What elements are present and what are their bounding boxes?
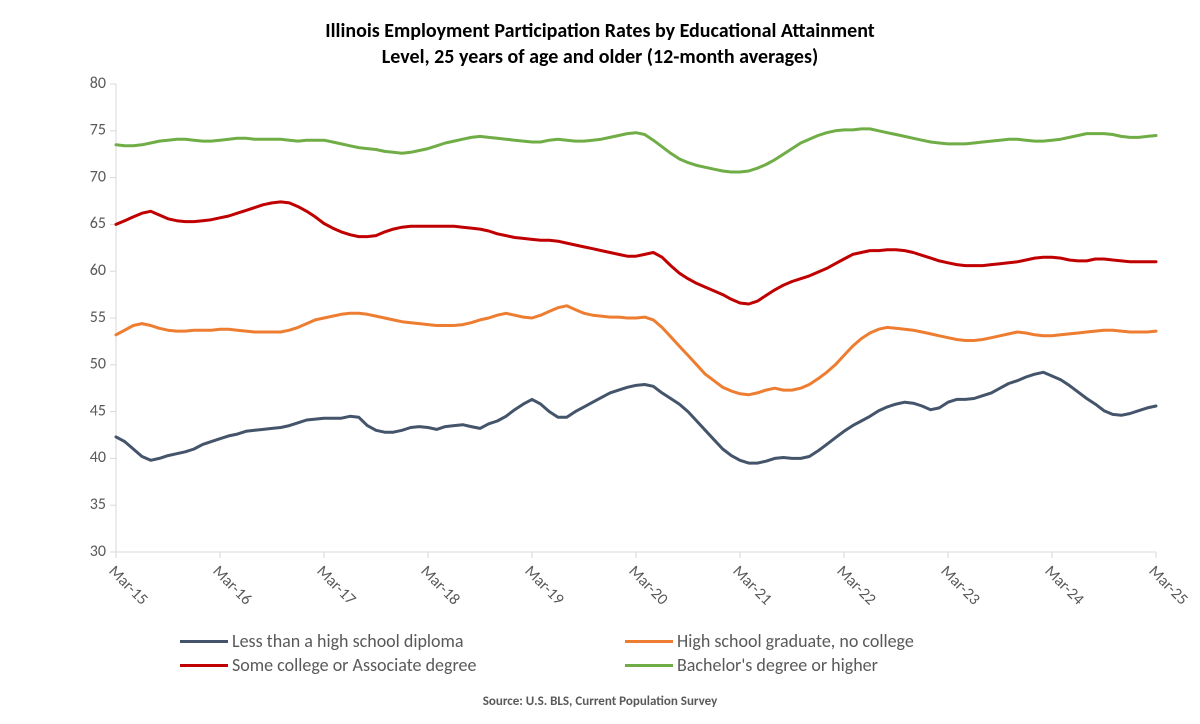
svg-text:65: 65	[90, 214, 106, 233]
plot-svg: 30 35 40 45 50 55 60 65 70 75 80 Mar-15 Mar-16 Mar-17…	[0, 0, 1200, 724]
svg-text:Mar-19: Mar-19	[521, 562, 568, 609]
svg-text:Mar-23: Mar-23	[937, 562, 984, 609]
svg-text:75: 75	[90, 121, 106, 140]
legend-label: Less than a high school diploma	[232, 630, 464, 652]
svg-text:80: 80	[90, 74, 106, 93]
legend-item: High school graduate, no college	[625, 630, 1030, 652]
svg-text:Mar-18: Mar-18	[417, 562, 464, 609]
svg-text:70: 70	[90, 167, 106, 186]
svg-text:Mar-22: Mar-22	[833, 562, 880, 609]
svg-text:55: 55	[90, 308, 106, 327]
svg-text:60: 60	[90, 261, 106, 280]
legend-label: High school graduate, no college	[677, 630, 914, 652]
svg-text:Mar-15: Mar-15	[105, 562, 152, 609]
svg-text:Mar-16: Mar-16	[209, 562, 256, 609]
svg-text:30: 30	[90, 542, 106, 561]
legend-item: Bachelor's degree or higher	[625, 654, 1030, 676]
svg-text:35: 35	[90, 495, 106, 514]
svg-text:45: 45	[90, 401, 106, 420]
source-text: Source: U.S. BLS, Current Population Sur…	[0, 694, 1200, 709]
svg-text:Mar-25: Mar-25	[1145, 562, 1192, 609]
svg-text:Mar-21: Mar-21	[729, 562, 776, 609]
svg-text:Mar-24: Mar-24	[1041, 562, 1088, 609]
legend-label: Some college or Associate degree	[232, 654, 476, 676]
legend-item: Less than a high school diploma	[180, 630, 585, 652]
legend: Less than a high school diploma High scho…	[180, 630, 1030, 676]
chart-container: Illinois Employment Participation Rates …	[0, 0, 1200, 724]
svg-text:40: 40	[90, 448, 106, 467]
svg-text:Mar-17: Mar-17	[313, 562, 360, 609]
legend-swatch	[625, 664, 673, 667]
legend-label: Bachelor's degree or higher	[677, 654, 878, 676]
legend-swatch	[180, 664, 228, 667]
legend-swatch	[625, 640, 673, 643]
svg-text:50: 50	[90, 355, 106, 374]
legend-item: Some college or Associate degree	[180, 654, 585, 676]
svg-text:Mar-20: Mar-20	[625, 562, 672, 609]
legend-swatch	[180, 640, 228, 643]
